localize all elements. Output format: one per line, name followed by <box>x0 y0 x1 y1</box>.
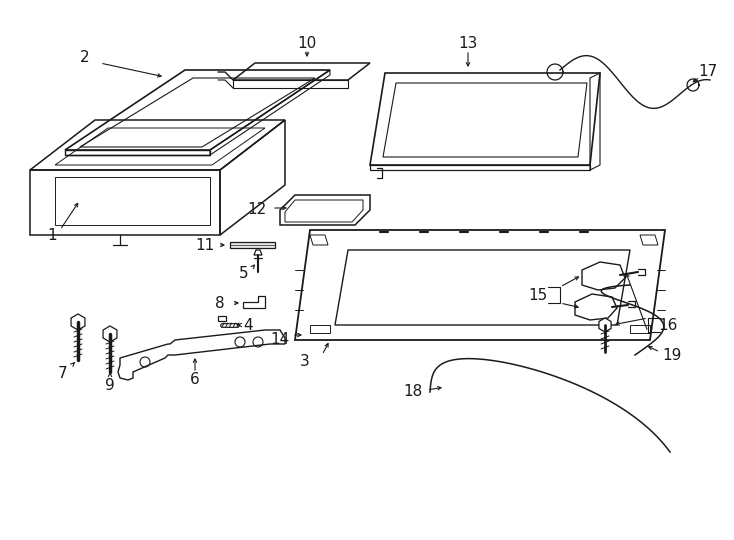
Text: 6: 6 <box>190 373 200 388</box>
Polygon shape <box>254 250 262 255</box>
Polygon shape <box>575 294 617 320</box>
Polygon shape <box>599 318 611 332</box>
Text: 2: 2 <box>80 51 90 65</box>
Text: 19: 19 <box>662 348 682 362</box>
Text: 9: 9 <box>105 377 115 393</box>
Text: 18: 18 <box>404 384 423 400</box>
Text: 10: 10 <box>297 36 316 51</box>
Text: 13: 13 <box>458 36 478 51</box>
Text: 5: 5 <box>239 266 249 280</box>
Polygon shape <box>582 262 625 290</box>
Text: 17: 17 <box>698 64 718 79</box>
Text: 1: 1 <box>47 227 57 242</box>
Text: 4: 4 <box>243 319 252 334</box>
Polygon shape <box>230 242 275 248</box>
Text: 16: 16 <box>658 318 677 333</box>
Text: 11: 11 <box>195 238 214 253</box>
Text: 7: 7 <box>58 366 68 381</box>
Polygon shape <box>243 296 265 308</box>
Text: 15: 15 <box>528 287 548 302</box>
Text: 14: 14 <box>270 333 290 348</box>
Text: 12: 12 <box>247 202 266 218</box>
Text: 8: 8 <box>215 295 225 310</box>
Polygon shape <box>118 330 285 380</box>
Polygon shape <box>103 326 117 342</box>
Polygon shape <box>218 316 226 321</box>
Text: 3: 3 <box>300 354 310 369</box>
Polygon shape <box>71 314 85 330</box>
